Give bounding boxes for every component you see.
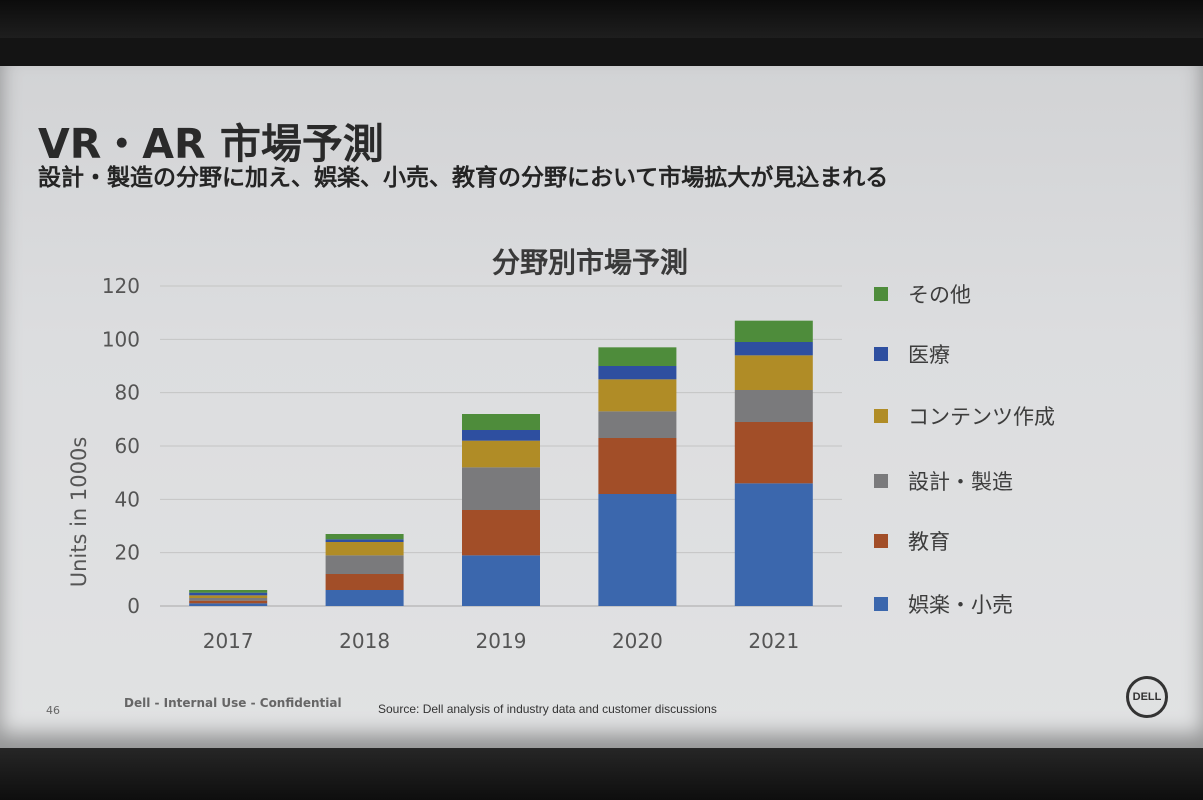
y-tick-label: 0 <box>127 594 140 618</box>
bar-segment <box>734 342 813 356</box>
bar-segment <box>462 467 540 510</box>
y-axis-ticks: 0 20 40 60 80 100 120 <box>102 274 140 618</box>
legend-swatch <box>874 409 888 423</box>
bar-segment <box>325 574 404 590</box>
legend-label: 医療 <box>908 343 950 367</box>
page-number: 46 <box>46 704 60 717</box>
bar-segment <box>462 430 540 441</box>
projector-top-edge <box>0 0 1203 38</box>
dell-logo: DELL <box>1126 676 1168 718</box>
bar-segment <box>189 595 268 598</box>
x-tick-label: 2019 <box>476 629 527 653</box>
projector-bottom-edge <box>0 748 1203 800</box>
legend-swatch <box>874 597 888 611</box>
legend-swatch <box>874 347 888 361</box>
legend-label: 娯楽・小売 <box>908 593 1013 617</box>
bar-segment <box>598 379 677 412</box>
bar-segment <box>462 414 540 430</box>
bar-segment <box>325 555 404 574</box>
bar-segment <box>598 438 677 494</box>
bar-segment <box>598 347 677 366</box>
legend-swatch <box>874 534 888 548</box>
chart-title: 分野別市場予測 <box>492 246 688 279</box>
bar-segment <box>462 440 540 468</box>
legend-item: 医療 <box>874 342 950 367</box>
legend-label: コンテンツ作成 <box>908 405 1055 429</box>
y-tick-label: 20 <box>115 541 140 565</box>
y-tick-label: 80 <box>115 381 140 405</box>
slide-title: VR・AR 市場予測 <box>38 120 384 168</box>
legend-swatch <box>874 474 888 488</box>
legend-swatch <box>874 287 888 301</box>
x-tick-label: 2018 <box>339 629 390 653</box>
bar-segment <box>734 390 813 422</box>
bar-segment <box>189 592 268 596</box>
x-tick-label: 2017 <box>203 629 254 653</box>
bar-segment <box>598 366 677 380</box>
x-axis-ticks: 2017 2018 2019 2020 2021 <box>203 629 800 653</box>
confidential-label: Dell - Internal Use - Confidential <box>124 696 342 710</box>
bar-segment <box>325 590 404 606</box>
legend-label: 設計・製造 <box>908 470 1013 494</box>
legend-item: 娯楽・小売 <box>874 592 1013 617</box>
legend-item: その他 <box>874 282 971 307</box>
x-tick-label: 2020 <box>612 629 663 653</box>
bars <box>189 320 813 606</box>
y-tick-label: 60 <box>115 434 140 458</box>
stacked-bar-chart: 分野別市場予測 Units in 1000s 0 20 40 60 80 100 120 2… <box>67 246 842 653</box>
y-axis-label: Units in 1000s <box>67 437 91 588</box>
bar-segment <box>189 598 268 601</box>
legend-item: 教育 <box>874 529 950 554</box>
bar-segment <box>462 555 540 606</box>
y-tick-label: 120 <box>102 274 140 298</box>
legend-label: その他 <box>908 283 971 307</box>
bar-segment <box>734 320 813 342</box>
legend-item: コンテンツ作成 <box>874 404 1055 429</box>
bar-segment <box>598 411 677 438</box>
legend-label: 教育 <box>908 530 950 554</box>
bar-segment <box>734 483 813 606</box>
bar-segment <box>734 422 813 484</box>
presentation-slide: VR・AR 市場予測 設計・製造の分野に加え、娯楽、小売、教育の分野において市場… <box>0 66 1203 748</box>
slide-subtitle: 設計・製造の分野に加え、娯楽、小売、教育の分野において市場拡大が見込まれる <box>38 165 889 191</box>
bar-segment <box>325 539 404 542</box>
bar-segment <box>189 590 268 593</box>
source-note: Source: Dell analysis of industry data a… <box>378 702 717 716</box>
y-tick-label: 40 <box>115 487 140 511</box>
bar-segment <box>189 600 268 604</box>
dell-logo-text: DELL <box>1132 691 1162 703</box>
bar-segment <box>325 542 404 556</box>
bar-segment <box>598 494 677 606</box>
bar-segment <box>189 603 268 606</box>
bar-segment <box>734 355 813 390</box>
bar-segment <box>325 534 404 540</box>
bar-segment <box>462 510 540 556</box>
chart-legend: その他医療コンテンツ作成 設計・製造教育娯楽・小売 <box>874 276 1174 636</box>
legend-item: 設計・製造 <box>874 469 1013 494</box>
y-tick-label: 100 <box>102 327 140 351</box>
x-tick-label: 2021 <box>748 629 799 653</box>
